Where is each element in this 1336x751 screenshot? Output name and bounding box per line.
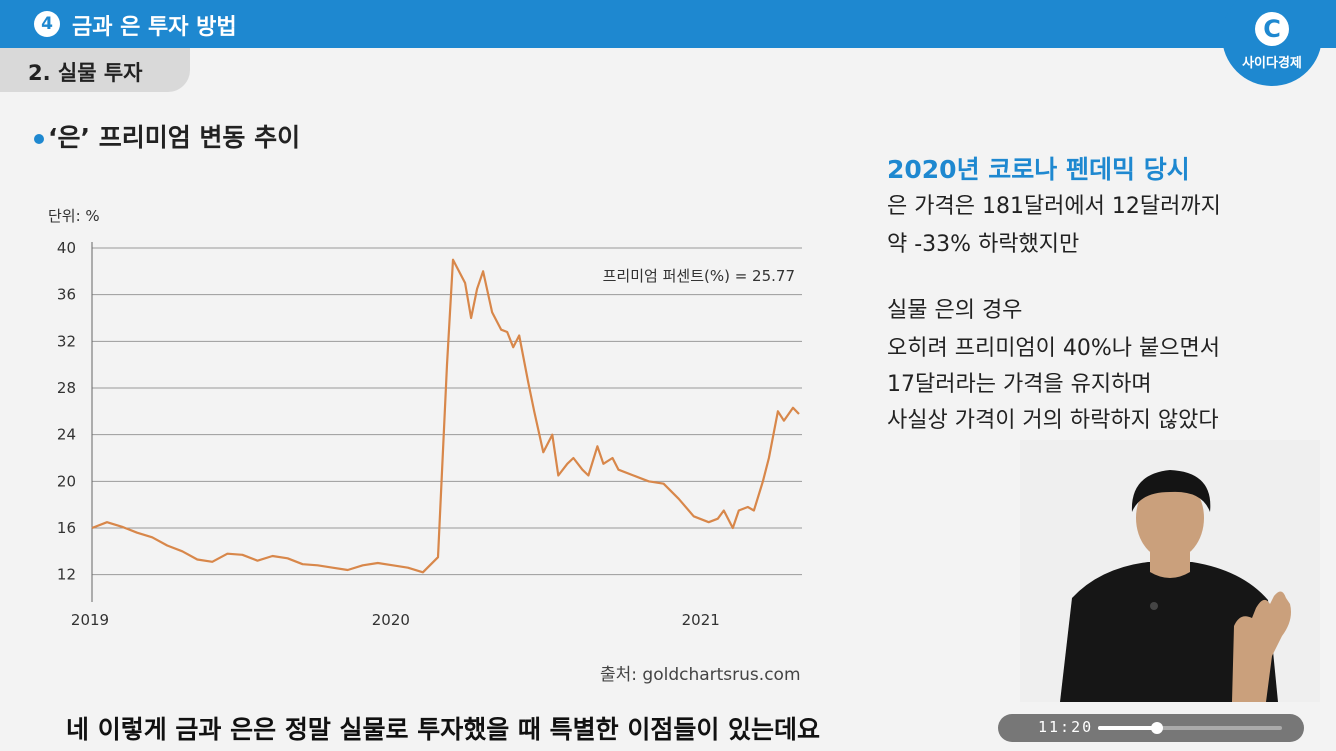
slide-heading: ‘은’ 프리미엄 변동 추이: [34, 118, 300, 154]
y-tick-label: 32: [57, 332, 76, 350]
unit-label: 단위: %: [48, 207, 100, 225]
x-tick-label: 2019: [71, 611, 109, 629]
bullet-dot-icon: [34, 134, 44, 144]
panel-line-5: 17달러라는 가격을 유지하며: [887, 372, 1152, 397]
panel-title: 2020년 코로나 펜데믹 당시: [887, 155, 1190, 184]
x-tick-label: 2020: [372, 611, 410, 629]
y-tick-label: 36: [57, 286, 76, 304]
progress-knob[interactable]: [1150, 722, 1163, 734]
progress-fill: [1098, 726, 1157, 730]
premium-annotation: 프리미엄 퍼센트(%) = 25.77: [603, 267, 795, 285]
panel-line-6: 사실상 가격이 거의 하락하지 않았다: [887, 408, 1219, 433]
panel-line-4: 오히려 프리미엄이 40%나 붙으면서: [887, 336, 1220, 361]
panel-line-1: 은 가격은 181달러에서 12달러까지: [887, 194, 1221, 219]
premium-line-chart: 단위: % 40 36 32 28 24 20 16 12 2019 2020 2021 프리미엄 퍼센…: [48, 207, 802, 629]
section-title: 금과 은 투자 방법: [72, 15, 237, 40]
presenter-figure: [1060, 470, 1291, 702]
subtitle-caption: 네 이렇게 금과 은은 정말 실물로 투자했을 때 특별한 이점들이 있는데요: [66, 715, 821, 744]
y-tick-label: 12: [57, 566, 76, 584]
logo-text: 사이다경제: [1242, 56, 1302, 71]
y-tick-label: 16: [57, 519, 76, 537]
panel-line-2: 약 -33% 하락했지만: [887, 232, 1080, 257]
y-tick-label: 24: [57, 426, 76, 444]
video-player-controls[interactable]: 11:20: [998, 714, 1304, 742]
y-tick-label: 40: [57, 239, 76, 257]
series-line: [91, 258, 800, 574]
presenter-video: [1020, 440, 1320, 702]
subsection-title: 2. 실물 투자: [28, 61, 143, 85]
playback-time: 11:20: [1038, 718, 1094, 736]
section-number-badge: 4: [34, 11, 60, 37]
y-tick-label: 28: [57, 379, 76, 397]
logo-c-icon: C: [1255, 12, 1289, 46]
y-tick-label: 20: [57, 472, 76, 490]
x-tick-label: 2021: [682, 611, 720, 629]
subsection-tab: 2. 실물 투자: [0, 48, 190, 92]
slide-heading-text: ‘은’ 프리미엄 변동 추이: [48, 123, 301, 152]
panel-line-3: 실물 은의 경우: [887, 298, 1023, 323]
brand-logo: C 사이다경제: [1222, 0, 1322, 86]
progress-track[interactable]: [1098, 722, 1282, 734]
chart-source: 출처: goldchartsrus.com: [600, 665, 801, 685]
section-header-bar: 4 금과 은 투자 방법: [0, 0, 1336, 48]
